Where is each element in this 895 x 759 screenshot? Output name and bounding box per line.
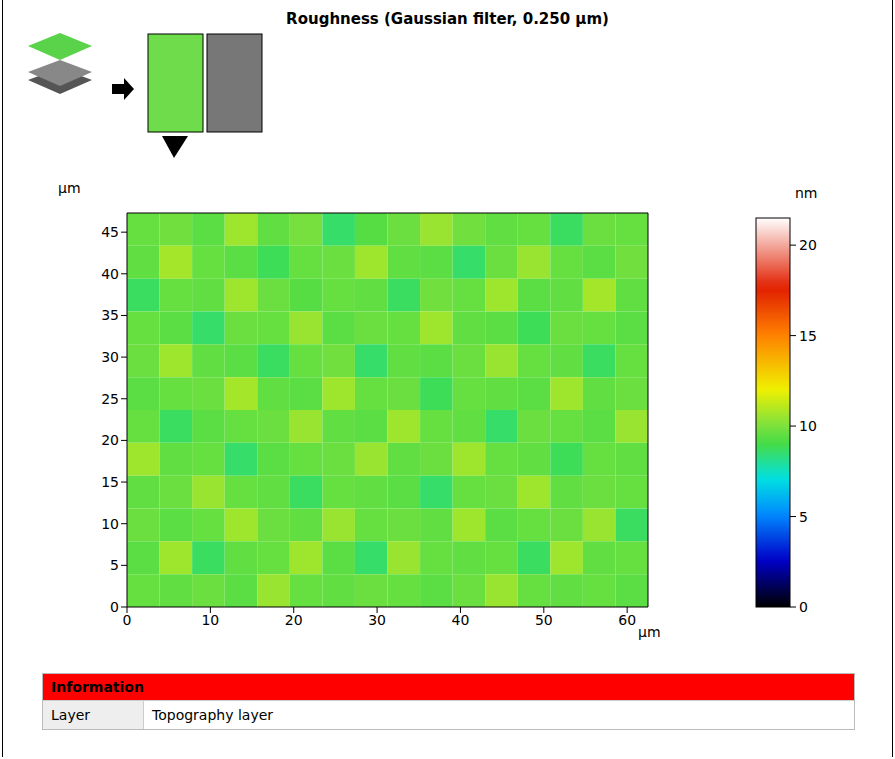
html-text:Topography layer: Topography layer	[152, 707, 273, 723]
svg-text:nm: nm	[795, 185, 818, 201]
svg-text:40: 40	[452, 612, 470, 628]
svg-text:0: 0	[110, 599, 119, 615]
html-text:Roughness (Gaussian filter, 0.: Roughness (Gaussian filter, 0.250 µm)	[286, 10, 609, 28]
svg-text:25: 25	[101, 391, 119, 407]
svg-text:60: 60	[618, 612, 636, 628]
svg-text:10: 10	[101, 516, 119, 532]
svg-text:20: 20	[101, 432, 119, 448]
svg-text:50: 50	[535, 612, 553, 628]
svg-text:10: 10	[799, 418, 817, 434]
svg-text:45: 45	[101, 224, 119, 240]
svg-text:5: 5	[799, 509, 808, 525]
svg-text:15: 15	[799, 328, 817, 344]
svg-text:10: 10	[201, 612, 219, 628]
svg-text:0: 0	[799, 599, 808, 615]
html-text:Information: Information	[51, 679, 144, 695]
svg-text:5: 5	[110, 557, 119, 573]
svg-text:0: 0	[123, 612, 132, 628]
svg-text:20: 20	[285, 612, 303, 628]
html-text:µm: µm	[638, 624, 661, 640]
html-text:µm: µm	[58, 180, 81, 196]
svg-text:35: 35	[101, 307, 119, 323]
svg-text:20: 20	[799, 237, 817, 253]
html-text:Layer: Layer	[51, 707, 90, 723]
svg-text:40: 40	[101, 266, 119, 282]
svg-text:15: 15	[101, 474, 119, 490]
svg-text:30: 30	[101, 349, 119, 365]
svg-text:30: 30	[368, 612, 386, 628]
